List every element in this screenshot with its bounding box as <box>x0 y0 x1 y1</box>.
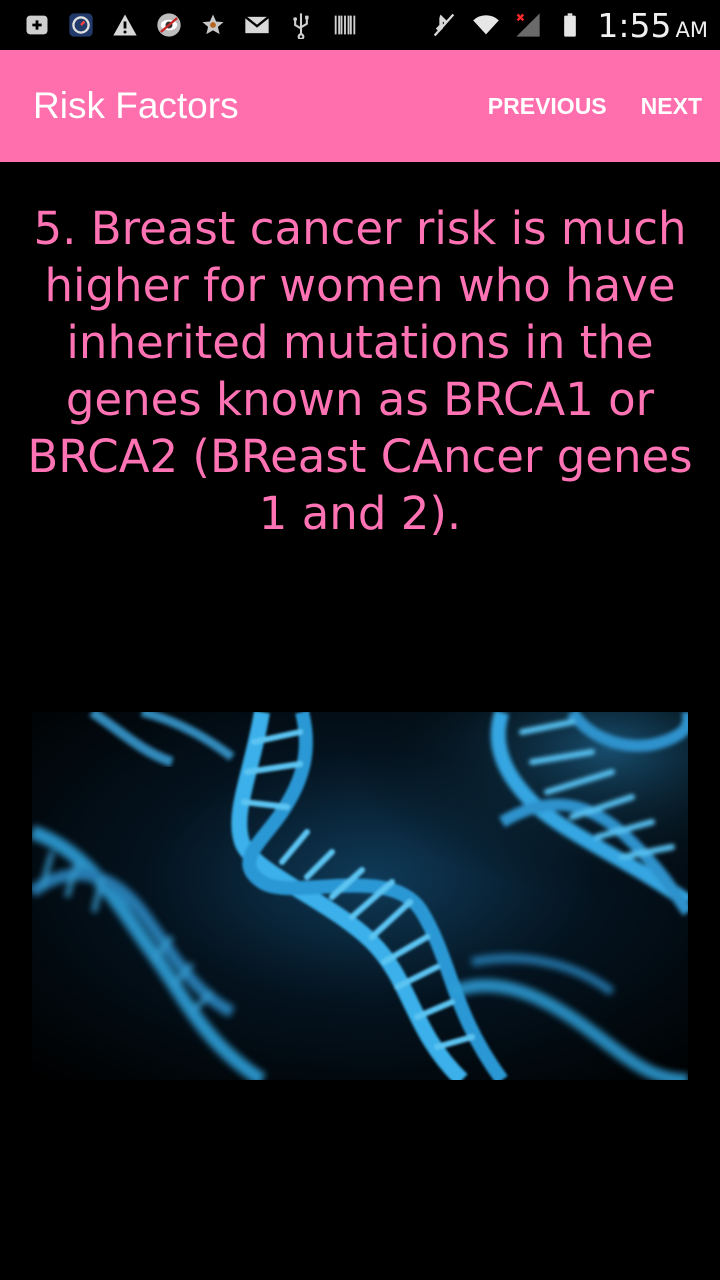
wifi-icon <box>471 10 501 40</box>
signal-icon <box>513 10 543 40</box>
barcode-icon <box>330 10 360 40</box>
fact-text: 5. Breast cancer risk is much higher for… <box>27 202 693 540</box>
notification-icons <box>0 10 360 40</box>
previous-button[interactable]: PREVIOUS <box>487 92 607 119</box>
app-bar-actions: PREVIOUS NEXT <box>488 93 702 120</box>
clock-ampm: AM <box>675 17 708 42</box>
star-icon <box>198 10 228 40</box>
system-icons: 1:55 AM <box>429 6 720 45</box>
battery-icon <box>555 10 585 40</box>
next-button[interactable]: NEXT <box>640 92 702 119</box>
usb-icon <box>286 10 316 40</box>
eye-app-icon <box>154 10 184 40</box>
clock-time: 1:55 <box>597 5 672 45</box>
warning-icon <box>110 10 140 40</box>
gmail-icon <box>242 10 272 40</box>
app-bar: Risk Factors PREVIOUS NEXT <box>0 50 720 162</box>
dna-double-helix-image <box>32 712 688 1080</box>
page-title: Risk Factors <box>33 85 239 126</box>
add-box-icon <box>22 10 52 40</box>
status-bar: 1:55 AM <box>0 0 720 50</box>
clock: 1:55 AM <box>597 6 708 45</box>
mute-icon <box>429 10 459 40</box>
dial-icon <box>66 10 96 40</box>
